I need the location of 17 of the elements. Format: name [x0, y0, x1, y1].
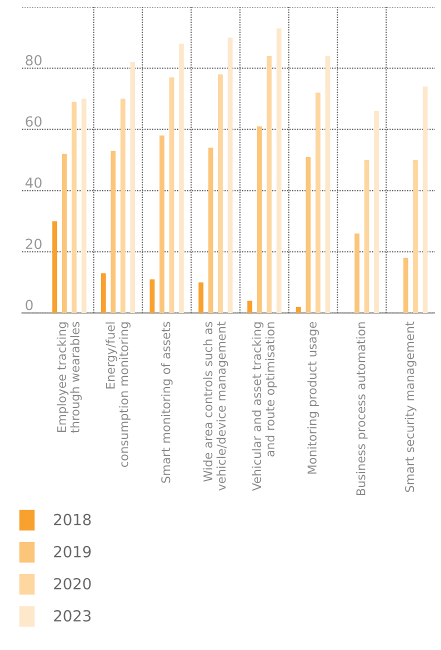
x-tick-label: Energy/fuel consumption monitoring	[106, 322, 131, 468]
x-tick-label: Monitoring product usage	[307, 322, 319, 474]
x-tick-label: Employee tracking through wearables	[56, 322, 82, 433]
y-tick-label: 0	[26, 300, 33, 310]
legend-label: 2020	[54, 578, 91, 590]
x-tick-label: Smart monitoring of assets	[161, 322, 173, 483]
legend-label: 2018	[54, 514, 91, 526]
x-tick-label: Business process automation	[356, 322, 368, 496]
x-tick-label: Wide area controls such as vehicle/device management	[203, 322, 228, 491]
x-tick-label: Vehicular and asset tracking and route optimisation	[252, 322, 277, 491]
y-tick-label: 40	[25, 177, 42, 188]
legend-label: 2019	[54, 546, 91, 558]
y-tick-label: 20	[26, 238, 42, 250]
y-tick-label: 60	[26, 116, 42, 127]
y-tick-label: 80	[26, 55, 42, 66]
legend-label: 2023	[54, 610, 91, 622]
x-tick-label: Smart security management	[404, 322, 416, 492]
